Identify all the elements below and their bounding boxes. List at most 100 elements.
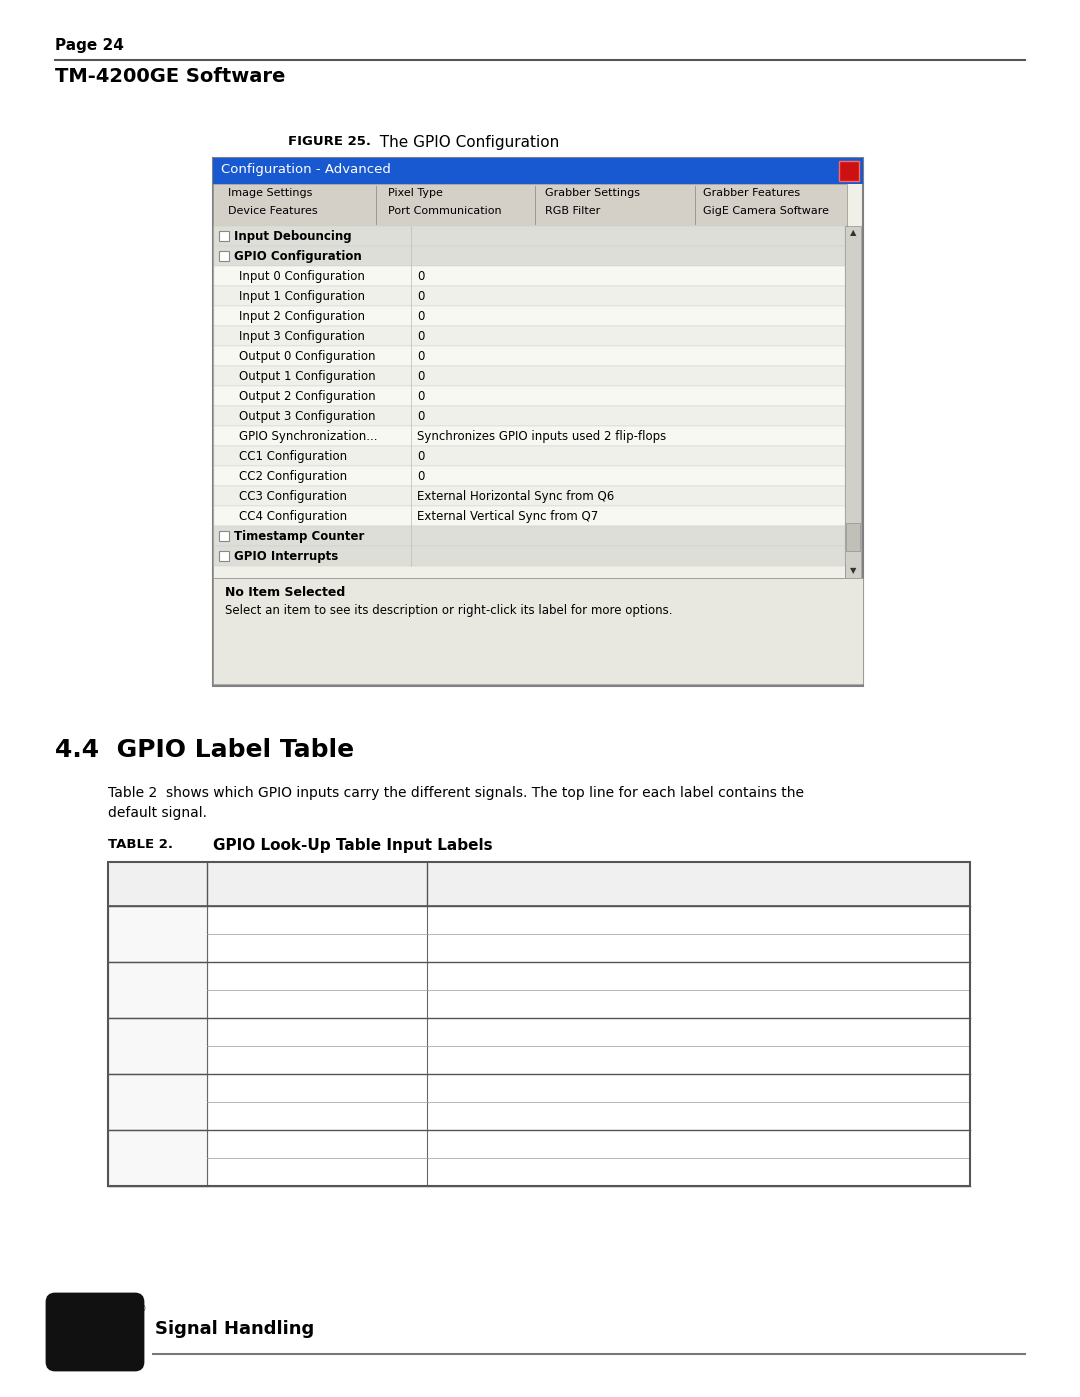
Bar — [846, 522, 860, 550]
Text: Input 2 Configuration: Input 2 Configuration — [239, 310, 365, 323]
Bar — [214, 326, 845, 346]
Bar — [214, 527, 845, 546]
Bar — [213, 158, 863, 686]
Bar — [214, 306, 845, 326]
Text: Timestamp Counter: Timestamp Counter — [234, 529, 364, 543]
Text: GPIO Configuration: GPIO Configuration — [234, 250, 362, 263]
Text: Input 1 Configuration: Input 1 Configuration — [239, 291, 365, 303]
Text: 4.4  GPIO Label Table: 4.4 GPIO Label Table — [55, 738, 354, 761]
Text: ▼: ▼ — [850, 566, 856, 576]
Text: Select an item to see its description or right-click its label for more options.: Select an item to see its description or… — [225, 604, 673, 617]
Text: Port Communication: Port Communication — [388, 205, 501, 217]
Text: I0: I0 — [151, 928, 164, 942]
Text: CC1 Configuration: CC1 Configuration — [239, 450, 347, 462]
Text: JAI: JAI — [76, 1312, 113, 1336]
Bar — [108, 1158, 970, 1186]
Text: 0: 0 — [417, 351, 424, 363]
Text: TTL-input 3. Used for external integration control.: TTL-input 3. Used for external integrati… — [437, 1109, 782, 1123]
Text: TTL_IN(INT): TTL_IN(INT) — [278, 1109, 356, 1123]
Bar — [214, 546, 845, 566]
Bar — [214, 446, 845, 467]
Bar — [108, 963, 207, 1018]
Bar — [108, 1018, 207, 1074]
Bar — [219, 251, 229, 261]
Text: Internal signal. Frame Data Valid.: Internal signal. Frame Data Valid. — [437, 942, 669, 956]
Text: I2: I2 — [151, 1039, 164, 1053]
Bar — [108, 1018, 970, 1046]
Text: Pixel Type: Pixel Type — [388, 189, 443, 198]
Text: +: + — [220, 531, 228, 541]
Text: RGB Filter: RGB Filter — [545, 205, 600, 217]
Text: Internal control signal.: Internal control signal. — [437, 1081, 593, 1095]
Text: Output 3 Configuration: Output 3 Configuration — [239, 409, 376, 423]
Text: TM-4200GE Software: TM-4200GE Software — [55, 67, 285, 87]
Text: Pulse Generator 3 signals go here.: Pulse Generator 3 signals go here. — [437, 1165, 676, 1179]
Text: Input Debouncing: Input Debouncing — [234, 231, 352, 243]
Text: CAM_STROBE: CAM_STROBE — [270, 1137, 364, 1151]
Text: TTL_IN(EXT_TRIG): TTL_IN(EXT_TRIG) — [256, 914, 379, 928]
Bar — [213, 226, 845, 578]
Text: LDV: LDV — [303, 997, 330, 1011]
Text: Grabber Features: Grabber Features — [703, 189, 800, 198]
Bar — [108, 935, 970, 963]
Text: 0: 0 — [417, 370, 424, 383]
Text: 0: 0 — [417, 310, 424, 323]
Text: CC2 Configuration: CC2 Configuration — [239, 469, 347, 483]
Text: -: - — [222, 251, 226, 261]
Text: +: + — [220, 550, 228, 562]
Bar — [108, 907, 207, 963]
Text: 0: 0 — [417, 270, 424, 284]
Text: 0: 0 — [417, 330, 424, 344]
Bar — [214, 286, 845, 306]
Text: Device Features: Device Features — [228, 205, 318, 217]
Text: Configuration - Advanced: Configuration - Advanced — [221, 163, 391, 176]
Bar — [214, 346, 845, 366]
Text: Table 2  shows which GPIO inputs carry the different signals. The top line for e: Table 2 shows which GPIO inputs carry th… — [108, 787, 804, 800]
Text: CTRL1: CTRL1 — [295, 1081, 339, 1095]
Text: default signal.: default signal. — [108, 806, 207, 820]
Text: PULSE_GEN3: PULSE_GEN3 — [272, 1165, 362, 1179]
Bar — [214, 386, 845, 407]
Bar — [219, 231, 229, 242]
Text: Label: Label — [135, 884, 180, 900]
Bar — [214, 407, 845, 426]
Text: GPIO Synchronization...: GPIO Synchronization... — [239, 430, 378, 443]
Bar — [108, 1130, 970, 1158]
Text: TABLE 2.: TABLE 2. — [108, 838, 173, 851]
Bar — [214, 506, 845, 527]
Bar — [108, 1046, 970, 1074]
Bar — [213, 158, 863, 184]
Text: X: X — [845, 162, 853, 172]
Bar — [108, 990, 970, 1018]
Text: +: + — [220, 231, 228, 242]
Text: I1: I1 — [151, 983, 164, 997]
Bar — [108, 862, 970, 1186]
Text: CC4 Configuration: CC4 Configuration — [239, 510, 347, 522]
Text: 0: 0 — [417, 450, 424, 462]
Text: Input 0 Configuration: Input 0 Configuration — [239, 270, 365, 284]
FancyBboxPatch shape — [48, 1294, 143, 1370]
Bar — [108, 907, 970, 935]
Bar — [219, 550, 229, 562]
Text: CTRL2: CTRL2 — [295, 1025, 339, 1039]
Text: External Horizontal Sync from Q6: External Horizontal Sync from Q6 — [417, 490, 615, 503]
Bar — [839, 161, 859, 182]
Text: Synchronizes GPIO inputs used 2 flip-flops: Synchronizes GPIO inputs used 2 flip-flo… — [417, 430, 666, 443]
Text: The GPIO Configuration: The GPIO Configuration — [370, 136, 559, 149]
Text: Output 2 Configuration: Output 2 Configuration — [239, 390, 376, 402]
Text: TTL_IN(EXT_VD): TTL_IN(EXT_VD) — [261, 970, 373, 983]
Text: 0: 0 — [417, 409, 424, 423]
Bar — [213, 578, 863, 685]
Bar — [108, 1130, 207, 1186]
Text: Description: Description — [651, 876, 746, 891]
Text: I3: I3 — [151, 1097, 164, 1111]
Text: Signal: Signal — [292, 876, 342, 891]
Text: Signal Handling: Signal Handling — [156, 1320, 314, 1338]
Text: Output 0 Configuration: Output 0 Configuration — [239, 351, 376, 363]
Text: FDV: FDV — [303, 942, 332, 956]
Bar — [108, 963, 970, 990]
Bar — [214, 426, 845, 446]
Text: Internal control signal.: Internal control signal. — [437, 1025, 593, 1039]
Text: Output 1 Configuration: Output 1 Configuration — [239, 370, 376, 383]
Bar — [214, 265, 845, 286]
